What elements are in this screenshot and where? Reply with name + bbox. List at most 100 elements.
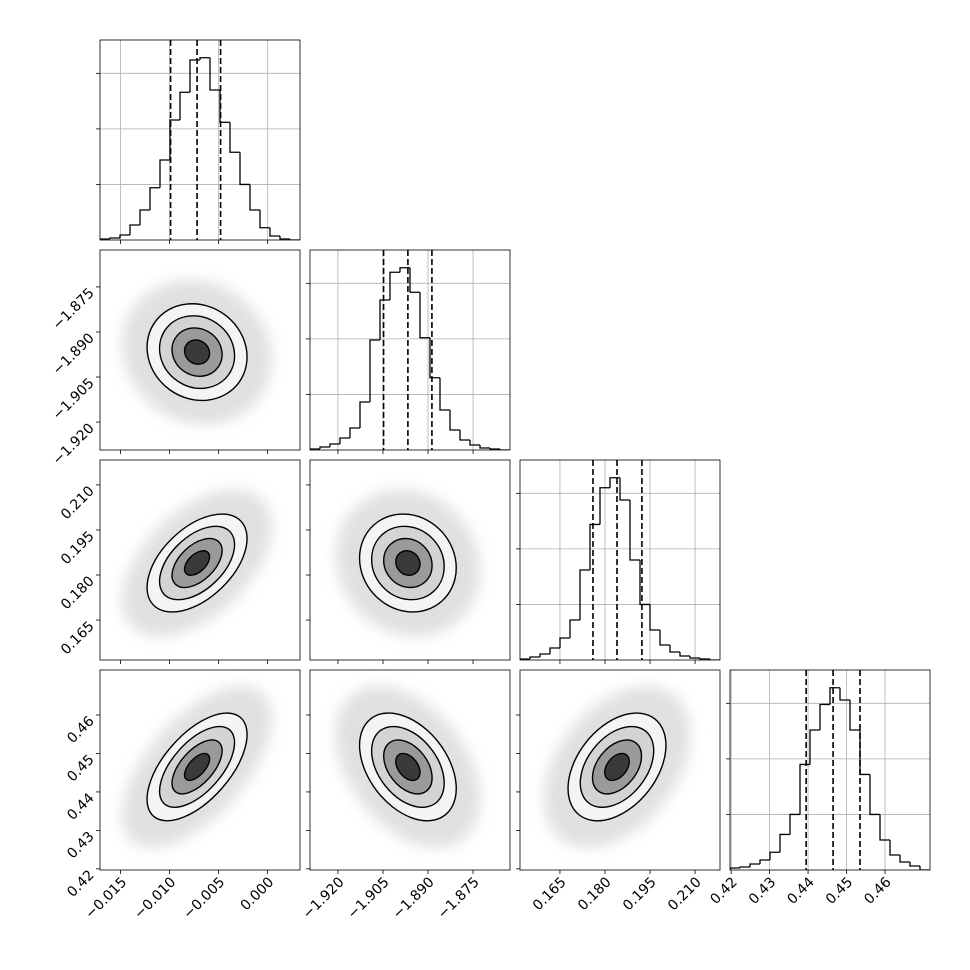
histogram-bin: [129, 224, 140, 235]
x-tick-label: 0.180: [575, 874, 615, 914]
contour: [146, 513, 248, 613]
panel-frame: [99, 39, 301, 241]
y-tick-label: 0.180: [58, 573, 98, 613]
x-tick-label: −0.010: [131, 874, 179, 922]
panel-content: [335, 489, 481, 637]
histogram-bin: [229, 122, 240, 153]
x-tick-label: 0.000: [238, 874, 278, 914]
histogram-bin: [399, 267, 410, 273]
histogram-bin: [119, 234, 130, 238]
histogram-bin: [869, 774, 880, 816]
histogram-bin: [159, 159, 170, 188]
contour: [158, 525, 236, 601]
histogram-bin: [179, 91, 190, 120]
histogram-bin: [829, 687, 840, 705]
contour: [146, 303, 248, 402]
histogram-bin: [659, 630, 670, 646]
panel: −1.920−1.905−1.890−1.875: [300, 669, 511, 922]
x-tick-label: 0.165: [530, 874, 570, 914]
x-tick-label: 0.42: [707, 874, 740, 907]
histogram-bin: [889, 840, 900, 856]
histogram-bin: [799, 763, 810, 815]
y-tick-label: −1.920: [50, 420, 98, 468]
contour: [395, 550, 421, 576]
x-tick-label: 0.195: [620, 874, 660, 914]
histogram-bin: [539, 653, 550, 657]
panel-frame: [99, 249, 301, 451]
histogram-bin: [730, 867, 740, 870]
y-tick-label: 0.210: [58, 483, 98, 523]
histogram-bin: [549, 647, 560, 654]
histogram-bin: [459, 430, 470, 441]
histogram-bin: [259, 210, 270, 229]
histogram-bin: [379, 299, 390, 340]
panel-content: [520, 460, 720, 660]
histogram-bin: [449, 410, 460, 431]
density-level: [395, 753, 420, 781]
y-tick-label: 0.46: [64, 713, 97, 746]
x-tick-label: 0.44: [784, 874, 817, 907]
histogram-bin: [169, 119, 180, 160]
panel-content: [730, 670, 930, 870]
panel-content: [122, 279, 273, 425]
histogram-bin: [489, 448, 500, 450]
histogram-bin: [789, 813, 800, 835]
histogram-bin: [319, 446, 330, 449]
panel-content: [543, 686, 691, 848]
histogram-bin: [329, 443, 340, 447]
contour: [383, 739, 433, 795]
x-tick-label: −1.875: [435, 874, 483, 922]
histogram-bin: [469, 440, 480, 446]
contour: [604, 752, 630, 782]
histogram-bin: [699, 658, 710, 660]
histogram-bin: [109, 237, 120, 239]
contour: [158, 315, 236, 390]
contour: [395, 752, 421, 782]
panel-frame: [519, 459, 721, 661]
histogram-bin: [689, 656, 700, 659]
histogram-bin: [749, 863, 760, 867]
histogram-bin: [439, 377, 450, 411]
density-level: [184, 753, 210, 781]
histogram-bin: [599, 487, 610, 525]
contour: [158, 725, 236, 809]
histogram-bin: [759, 859, 770, 864]
density-level: [184, 550, 210, 576]
x-tick-label: −1.905: [345, 874, 393, 922]
histogram-bin: [819, 703, 830, 730]
panel-frame: [519, 669, 721, 871]
panel-frame: [309, 459, 511, 661]
x-tick-label: −0.005: [180, 874, 228, 922]
contour: [591, 739, 643, 795]
panel-frame: [309, 249, 511, 451]
x-tick-label: 0.45: [823, 874, 856, 907]
histogram-bin: [919, 866, 930, 870]
histogram-bin: [139, 209, 150, 225]
histogram-bin: [639, 560, 650, 606]
histogram-bin: [429, 337, 440, 379]
x-tick-label: −1.890: [390, 874, 438, 922]
contour: [358, 513, 457, 613]
contour: [171, 537, 223, 589]
histogram-bin: [389, 271, 400, 300]
x-tick-label: 0.210: [665, 874, 705, 914]
histogram-bin: [189, 59, 200, 93]
contour: [183, 550, 211, 576]
histogram-bin: [520, 658, 530, 660]
histogram-bin: [629, 500, 640, 561]
histogram-bin: [709, 659, 720, 660]
histogram-bin: [149, 187, 160, 210]
histogram-bin: [279, 236, 290, 240]
panel-content: [335, 686, 481, 848]
panel-content: [310, 250, 510, 450]
histogram-bin: [100, 238, 110, 240]
panel-frame: [729, 669, 931, 871]
contour: [183, 752, 211, 782]
histogram-bin: [479, 445, 490, 449]
histogram-bin: [589, 523, 600, 570]
panel: −0.015 −0.010 −0.005 0.0000.420.430.440.450…: [64, 669, 301, 922]
histogram-bin: [809, 729, 820, 765]
